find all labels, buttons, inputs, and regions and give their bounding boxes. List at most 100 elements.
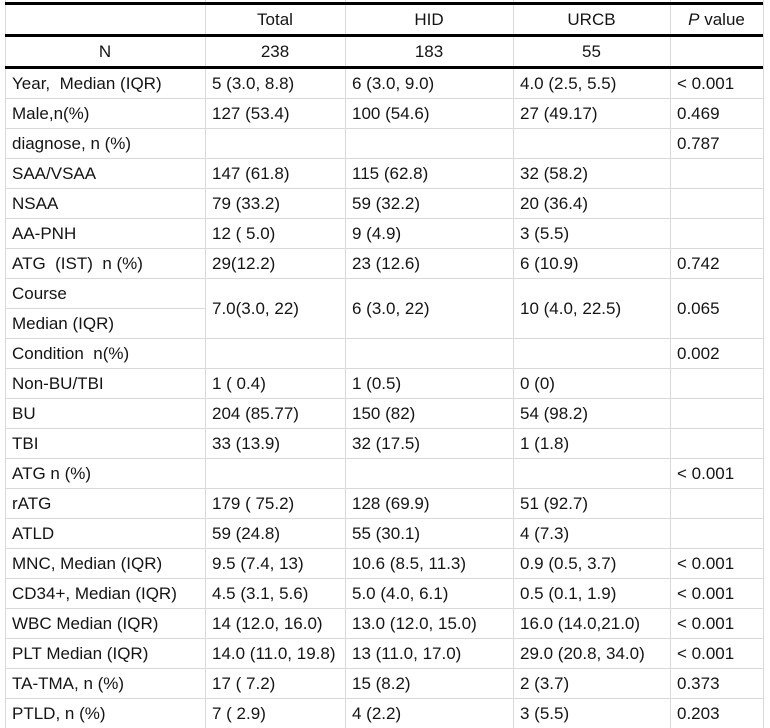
row-label: PTLD, n (%) bbox=[5, 698, 205, 728]
cell-hid: 150 (82) bbox=[345, 398, 513, 429]
cell-total: 147 (61.8) bbox=[205, 158, 345, 189]
row-label: BU bbox=[5, 398, 205, 429]
table-row: Male,n(%) 127 (53.4) 100 (54.6) 27 (49.1… bbox=[5, 98, 763, 129]
cell-total bbox=[205, 338, 345, 369]
row-label: ATLD bbox=[5, 518, 205, 549]
table-row: AA-PNH 12 ( 5.0) 9 (4.9) 3 (5.5) bbox=[5, 218, 763, 249]
cell-urcb: 16.0 (14.0,21.0) bbox=[513, 608, 670, 639]
cell-total: 79 (33.2) bbox=[205, 188, 345, 219]
cell-urcb: 10 (4.0, 22.5) bbox=[513, 278, 670, 339]
cell-p: 0.065 bbox=[670, 278, 763, 339]
row-label: Non-BU/TBI bbox=[5, 368, 205, 399]
cell-urcb bbox=[513, 458, 670, 489]
cell-total bbox=[205, 458, 345, 489]
cell-p: 0.002 bbox=[670, 338, 763, 369]
cell-p: < 0.001 bbox=[670, 67, 763, 99]
table-row: PTLD, n (%) 7 ( 2.9) 4 (2.2) 3 (5.5) 0.2… bbox=[5, 698, 763, 728]
cell-urcb bbox=[513, 128, 670, 159]
cell-urcb: 55 bbox=[513, 35, 670, 69]
row-label: MNC, Median (IQR) bbox=[5, 548, 205, 579]
cell-hid: 100 (54.6) bbox=[345, 98, 513, 129]
cell-hid bbox=[345, 458, 513, 489]
row-label: NSAA bbox=[5, 188, 205, 219]
cell-p: < 0.001 bbox=[670, 548, 763, 579]
row-label: diagnose, n (%) bbox=[5, 128, 205, 159]
cell-p bbox=[670, 35, 763, 69]
row-label: rATG bbox=[5, 488, 205, 519]
cell-urcb: 0.5 (0.1, 1.9) bbox=[513, 578, 670, 609]
row-label: CD34+, Median (IQR) bbox=[5, 578, 205, 609]
row-label: ATG n (%) bbox=[5, 458, 205, 489]
p-italic-label: P bbox=[688, 9, 700, 29]
cell-urcb: 51 (92.7) bbox=[513, 488, 670, 519]
cell-hid: 5.0 (4.0, 6.1) bbox=[345, 578, 513, 609]
row-label: ATG (IST) n (%) bbox=[5, 248, 205, 279]
cell-hid: 9 (4.9) bbox=[345, 218, 513, 249]
table-row-course: Course 7.0(3.0, 22) 6 (3.0, 22) 10 (4.0,… bbox=[5, 278, 763, 339]
cell-urcb: 20 (36.4) bbox=[513, 188, 670, 219]
cell-p bbox=[670, 398, 763, 429]
cell-p: 0.373 bbox=[670, 668, 763, 699]
row-label: PLT Median (IQR) bbox=[5, 638, 205, 669]
cell-hid: 32 (17.5) bbox=[345, 428, 513, 459]
cell-urcb bbox=[513, 338, 670, 369]
cell-hid bbox=[345, 128, 513, 159]
cell-urcb: 4.0 (2.5, 5.5) bbox=[513, 67, 670, 99]
row-label: WBC Median (IQR) bbox=[5, 608, 205, 639]
cell-p bbox=[670, 188, 763, 219]
cell-total: 5 (3.0, 8.8) bbox=[205, 67, 345, 99]
table-row: SAA/VSAA 147 (61.8) 115 (62.8) 32 (58.2) bbox=[5, 158, 763, 189]
cell-total: 7 ( 2.9) bbox=[205, 698, 345, 728]
table-row: ATLD 59 (24.8) 55 (30.1) 4 (7.3) bbox=[5, 518, 763, 549]
characteristics-table: Total HID URCB P value N 238 183 55 Year… bbox=[5, 2, 763, 728]
row-label: TA-TMA, n (%) bbox=[5, 668, 205, 699]
cell-total: 1 ( 0.4) bbox=[205, 368, 345, 399]
cell-total: 14 (12.0, 16.0) bbox=[205, 608, 345, 639]
cell-total: 59 (24.8) bbox=[205, 518, 345, 549]
table-row: MNC, Median (IQR) 9.5 (7.4, 13) 10.6 (8.… bbox=[5, 548, 763, 579]
cell-total: 12 ( 5.0) bbox=[205, 218, 345, 249]
cell-hid: 1 (0.5) bbox=[345, 368, 513, 399]
table-row-n: N 238 183 55 bbox=[5, 35, 763, 69]
table-row: BU 204 (85.77) 150 (82) 54 (98.2) bbox=[5, 398, 763, 429]
cell-hid: 55 (30.1) bbox=[345, 518, 513, 549]
cell-p: 0.469 bbox=[670, 98, 763, 129]
cell-hid: 115 (62.8) bbox=[345, 158, 513, 189]
cell-urcb: 2 (3.7) bbox=[513, 668, 670, 699]
cell-p: < 0.001 bbox=[670, 608, 763, 639]
cell-p bbox=[670, 518, 763, 549]
cell-total bbox=[205, 128, 345, 159]
cell-p bbox=[670, 488, 763, 519]
row-label: Median (IQR) bbox=[5, 308, 205, 339]
cell-total: 14.0 (11.0, 19.8) bbox=[205, 638, 345, 669]
cell-urcb: 54 (98.2) bbox=[513, 398, 670, 429]
cell-p bbox=[670, 428, 763, 459]
row-label: Condition n(%) bbox=[5, 338, 205, 369]
cell-urcb: 0 (0) bbox=[513, 368, 670, 399]
p-value-label: value bbox=[699, 9, 745, 29]
cell-hid: 183 bbox=[345, 35, 513, 69]
cell-p: < 0.001 bbox=[670, 638, 763, 669]
row-label: AA-PNH bbox=[5, 218, 205, 249]
table-row: Year, Median (IQR) 5 (3.0, 8.8) 6 (3.0, … bbox=[5, 67, 763, 99]
cell-hid: 59 (32.2) bbox=[345, 188, 513, 219]
cell-urcb: 6 (10.9) bbox=[513, 248, 670, 279]
cell-hid: 128 (69.9) bbox=[345, 488, 513, 519]
cell-hid bbox=[345, 338, 513, 369]
cell-hid: 15 (8.2) bbox=[345, 668, 513, 699]
table-row: TBI 33 (13.9) 32 (17.5) 1 (1.8) bbox=[5, 428, 763, 459]
cell-p bbox=[670, 158, 763, 189]
table-row: Condition n(%) 0.002 bbox=[5, 338, 763, 369]
cell-urcb: 29.0 (20.8, 34.0) bbox=[513, 638, 670, 669]
cell-urcb: 3 (5.5) bbox=[513, 698, 670, 728]
row-label: SAA/VSAA bbox=[5, 158, 205, 189]
table-row-median-iqr: Median (IQR) bbox=[5, 308, 763, 339]
cell-total: 17 ( 7.2) bbox=[205, 668, 345, 699]
cell-hid: 13.0 (12.0, 15.0) bbox=[345, 608, 513, 639]
cell-p bbox=[670, 218, 763, 249]
cell-total: 33 (13.9) bbox=[205, 428, 345, 459]
header-total: Total bbox=[205, 3, 345, 37]
cell-total: 4.5 (3.1, 5.6) bbox=[205, 578, 345, 609]
cell-urcb: 32 (58.2) bbox=[513, 158, 670, 189]
